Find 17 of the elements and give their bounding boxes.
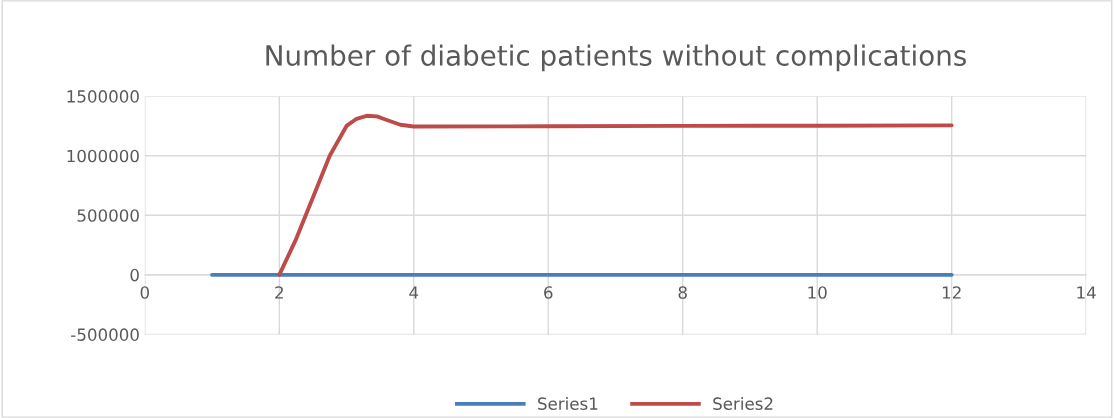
y-tick-label: 1000000 bbox=[67, 149, 139, 163]
legend-label: Series1 bbox=[538, 397, 598, 410]
y-tick-label: -500000 bbox=[71, 328, 139, 341]
x-tick-label: 10 bbox=[808, 286, 827, 299]
x-tick-label: 6 bbox=[544, 286, 553, 299]
x-tick-label: 4 bbox=[409, 286, 419, 299]
x-tick-label: 12 bbox=[942, 286, 961, 299]
y-tick-label: 1500000 bbox=[67, 90, 139, 103]
y-tick-label: 0 bbox=[130, 268, 139, 282]
chart-title: Number of diabetic patients without complications bbox=[266, 44, 966, 72]
x-tick-label: 2 bbox=[275, 286, 283, 299]
line-series bbox=[277, 113, 954, 277]
x-tick-label: 0 bbox=[140, 286, 150, 299]
y-tick-label: 500000 bbox=[77, 209, 139, 222]
legend-label: Series2 bbox=[713, 397, 773, 410]
x-tick-label: 14 bbox=[1077, 286, 1096, 299]
x-tick-label: 8 bbox=[678, 286, 687, 299]
